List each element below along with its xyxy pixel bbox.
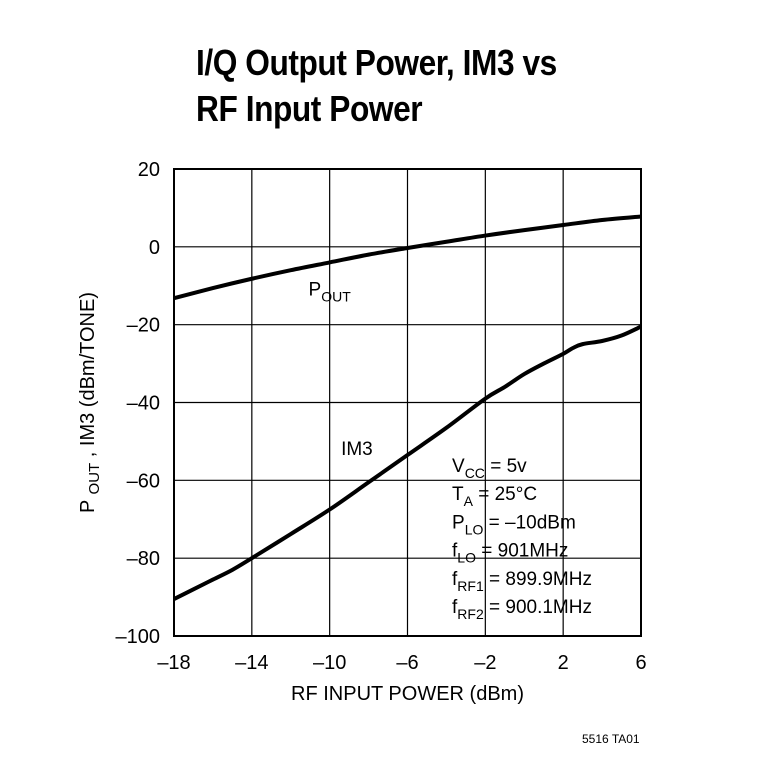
x-tick-label: 2 <box>558 652 569 674</box>
annotation-line: PLO = –10dBm <box>452 512 576 537</box>
series-line-0 <box>173 214 642 301</box>
chart-title: I/Q Output Power, IM3 vs RF Input Power <box>196 40 557 132</box>
x-axis-label: RF INPUT POWER (dBm) <box>291 683 524 705</box>
series-label-1: IM3 <box>341 439 373 460</box>
x-tick-label: –14 <box>235 652 268 674</box>
x-tick-labels: –18 –14 –10 –6 –2 2 6 <box>157 652 646 674</box>
y-tick-label: –60 <box>127 470 160 492</box>
y-tick-label: –100 <box>116 626 161 648</box>
y-axis-label: P OUT , IM3 (dBm/TONE) <box>77 292 104 513</box>
y-axis-label-p: P <box>77 500 99 513</box>
grid-lines <box>174 169 641 636</box>
y-tick-label: 0 <box>149 237 160 259</box>
x-tick-label: 6 <box>635 652 646 674</box>
annotation-line: fRF1 = 899.9MHz <box>452 569 592 594</box>
y-axis-label-sub: OUT <box>86 463 103 495</box>
series-lines <box>173 214 642 601</box>
x-tick-label: –10 <box>313 652 346 674</box>
x-tick-label: –18 <box>157 652 190 674</box>
annotation-line: fRF2 = 900.1MHz <box>452 597 592 622</box>
x-tick-label: –6 <box>396 652 418 674</box>
conditions-annotation: VCC = 5v TA = 25°C PLO = –10dBm fLO = 901MH… <box>452 456 592 622</box>
x-tick-label: –2 <box>474 652 496 674</box>
y-axis-label-rest: , IM3 (dBm/TONE) <box>77 292 99 457</box>
plot-frame <box>173 168 642 637</box>
annotation-line: VCC = 5v <box>452 456 527 481</box>
chart-title-line-1: I/Q Output Power, IM3 vs <box>196 42 557 83</box>
chart-title-line-2: RF Input Power <box>196 88 423 129</box>
figure-code: 5516 TA01 <box>582 732 640 746</box>
y-tick-labels: 20 0 –20 –40 –60 –80 –100 <box>116 159 161 648</box>
y-tick-label: 20 <box>138 159 160 181</box>
annotation-line: TA = 25°C <box>452 484 537 509</box>
series-labels: POUT IM3 <box>309 279 373 460</box>
annotation-line: fLO = 901MHz <box>452 541 568 566</box>
series-label-0: POUT <box>309 279 352 304</box>
y-tick-label: –80 <box>127 548 160 570</box>
y-tick-label: –40 <box>127 393 160 415</box>
series-line-1 <box>173 324 642 601</box>
y-tick-label: –20 <box>127 315 160 337</box>
